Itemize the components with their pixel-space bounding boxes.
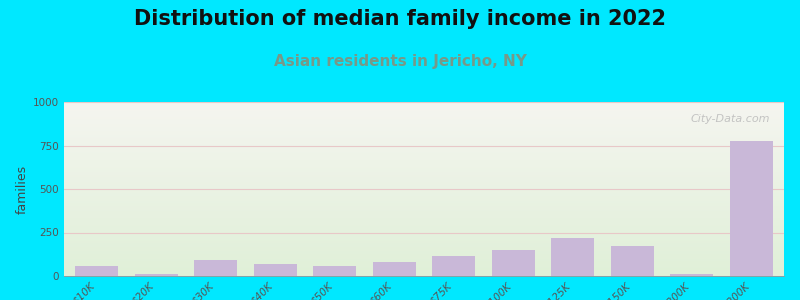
Bar (254, 264, 297, 276)
Bar (611, 245, 654, 276)
Bar (670, 274, 713, 276)
Bar (551, 238, 594, 276)
Bar (492, 250, 534, 276)
Bar (730, 141, 773, 276)
Text: City-Data.com: City-Data.com (690, 114, 770, 124)
Bar (373, 262, 416, 276)
Bar (314, 266, 356, 276)
Bar (432, 256, 475, 276)
Text: Asian residents in Jericho, NY: Asian residents in Jericho, NY (274, 54, 526, 69)
Bar (194, 260, 237, 276)
Text: Distribution of median family income in 2022: Distribution of median family income in … (134, 9, 666, 29)
Y-axis label: families: families (16, 164, 29, 214)
Bar (75, 266, 118, 276)
Bar (135, 274, 178, 276)
